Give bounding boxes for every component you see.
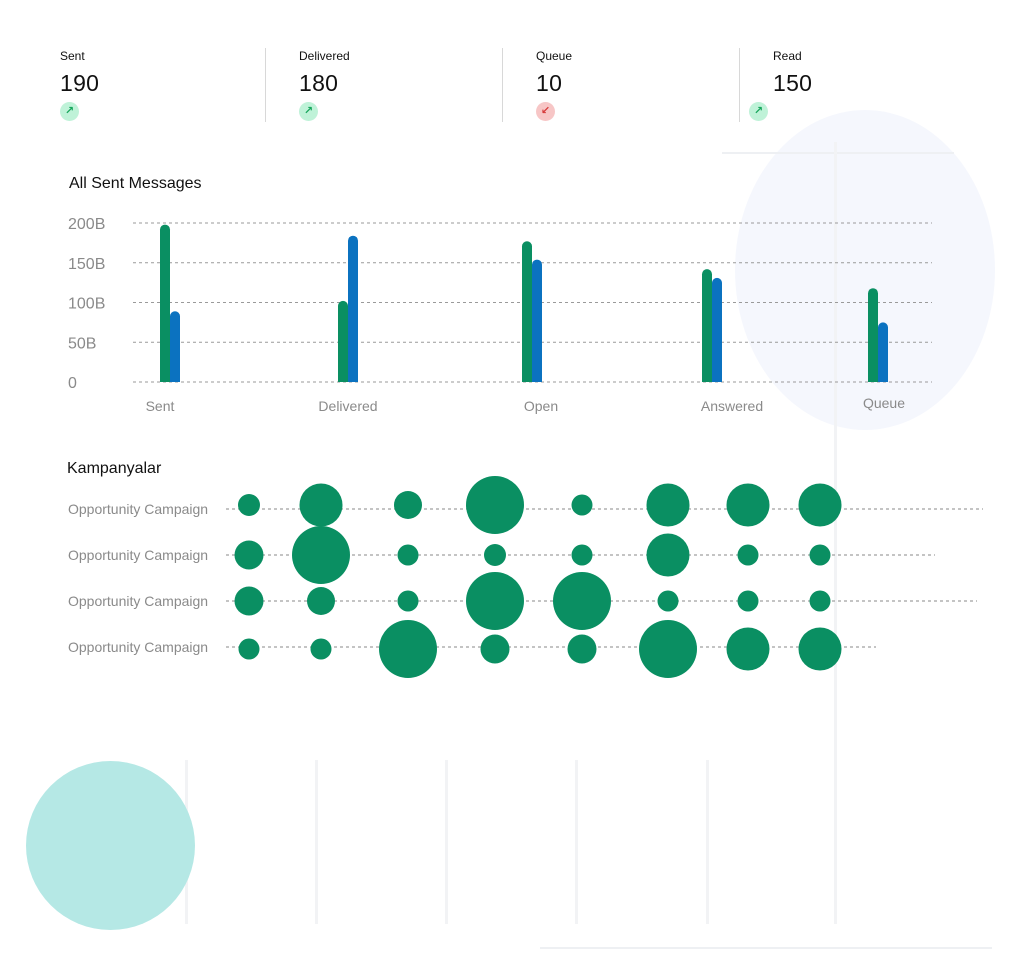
bubble — [310, 638, 332, 660]
bubble — [307, 587, 335, 615]
bubble — [394, 491, 422, 519]
bubble — [809, 590, 831, 612]
stat-label: Queue — [536, 49, 573, 63]
bubble — [238, 494, 260, 516]
row-label: Opportunity Campaign — [68, 547, 208, 563]
bar — [532, 259, 542, 382]
decorative-circle — [26, 761, 195, 930]
bubble — [553, 572, 611, 630]
bar — [348, 235, 358, 382]
stat-value: 180 — [299, 70, 339, 96]
stat-label: Sent — [60, 49, 85, 63]
bubble — [646, 483, 690, 527]
bubble — [646, 533, 690, 577]
stat-label: Delivered — [299, 49, 350, 63]
background-line — [575, 760, 578, 924]
x-tick-label: Open — [524, 398, 558, 414]
row-label: Opportunity Campaign — [68, 593, 208, 609]
stat-value: 150 — [773, 70, 813, 96]
bubble — [397, 590, 419, 612]
background-line — [315, 760, 318, 924]
bubble — [567, 634, 597, 664]
bubble — [299, 483, 343, 527]
bar — [878, 322, 888, 382]
bubble — [234, 586, 264, 616]
stat-delivered: Delivered 180 ↗ — [299, 49, 499, 127]
arrow-up-right-icon: ↗ — [749, 102, 768, 121]
bubble — [726, 483, 770, 527]
x-tick-label: Queue — [863, 395, 905, 411]
bubble — [809, 544, 831, 566]
bubble — [466, 572, 524, 630]
stat-divider — [739, 48, 740, 122]
bubble — [657, 590, 679, 612]
stat-read: Read 150 ↗ — [749, 49, 973, 127]
bar-chart-title: All Sent Messages — [69, 175, 202, 192]
y-tick-label: 100B — [68, 296, 105, 313]
bubble — [397, 544, 419, 566]
bubble — [379, 620, 437, 678]
bar — [522, 241, 532, 382]
stat-value: 190 — [60, 70, 100, 96]
bar-base — [868, 377, 878, 382]
stat-label: Read — [773, 49, 802, 63]
stat-divider — [502, 48, 503, 122]
row-label: Opportunity Campaign — [68, 639, 208, 655]
background-glow — [735, 110, 995, 430]
stat-value: 10 — [536, 70, 563, 96]
bar-base — [522, 377, 532, 382]
background-line — [834, 142, 837, 924]
background-line — [706, 760, 709, 924]
row-label: Opportunity Campaign — [68, 501, 208, 517]
bubble — [726, 627, 770, 671]
bubble — [234, 540, 264, 570]
bubble — [292, 526, 350, 584]
background-line — [540, 947, 992, 949]
bar-base — [160, 377, 170, 382]
bar-base — [348, 377, 358, 382]
bubble — [737, 590, 759, 612]
arrow-up-right-icon: ↗ — [299, 102, 318, 121]
bar-base — [170, 377, 180, 382]
arrow-up-right-icon: ↗ — [60, 102, 79, 121]
bar — [702, 269, 712, 382]
bubble — [737, 544, 759, 566]
y-tick-label: 0 — [68, 375, 77, 392]
bubble — [798, 483, 842, 527]
bubble — [484, 544, 506, 566]
bar-base — [702, 377, 712, 382]
bubble — [798, 627, 842, 671]
bubble — [466, 476, 524, 534]
bar-base — [532, 377, 542, 382]
bubble — [480, 634, 510, 664]
x-tick-label: Sent — [146, 398, 175, 414]
bar-base — [878, 377, 888, 382]
background-line — [445, 760, 448, 924]
stat-queue: Queue 10 ↙ — [536, 49, 736, 127]
bar-base — [338, 377, 348, 382]
y-tick-label: 150B — [68, 256, 105, 273]
bar-base — [712, 377, 722, 382]
bubble — [238, 638, 260, 660]
background-line — [722, 152, 954, 154]
arrow-down-left-icon: ↙ — [536, 102, 555, 121]
bar — [712, 277, 722, 382]
x-tick-label: Answered — [701, 398, 763, 414]
bar — [170, 311, 180, 382]
y-tick-label: 200B — [68, 216, 105, 233]
bubble — [571, 494, 593, 516]
x-tick-label: Delivered — [318, 398, 377, 414]
bar — [160, 224, 170, 382]
stat-sent: Sent 190 ↗ — [60, 49, 260, 127]
bar — [338, 300, 348, 382]
bubble — [639, 620, 697, 678]
stat-divider — [265, 48, 266, 122]
bubble-chart-title: Kampanyalar — [67, 460, 162, 477]
y-tick-label: 50B — [68, 335, 96, 352]
bar — [868, 288, 878, 382]
bubble — [571, 544, 593, 566]
